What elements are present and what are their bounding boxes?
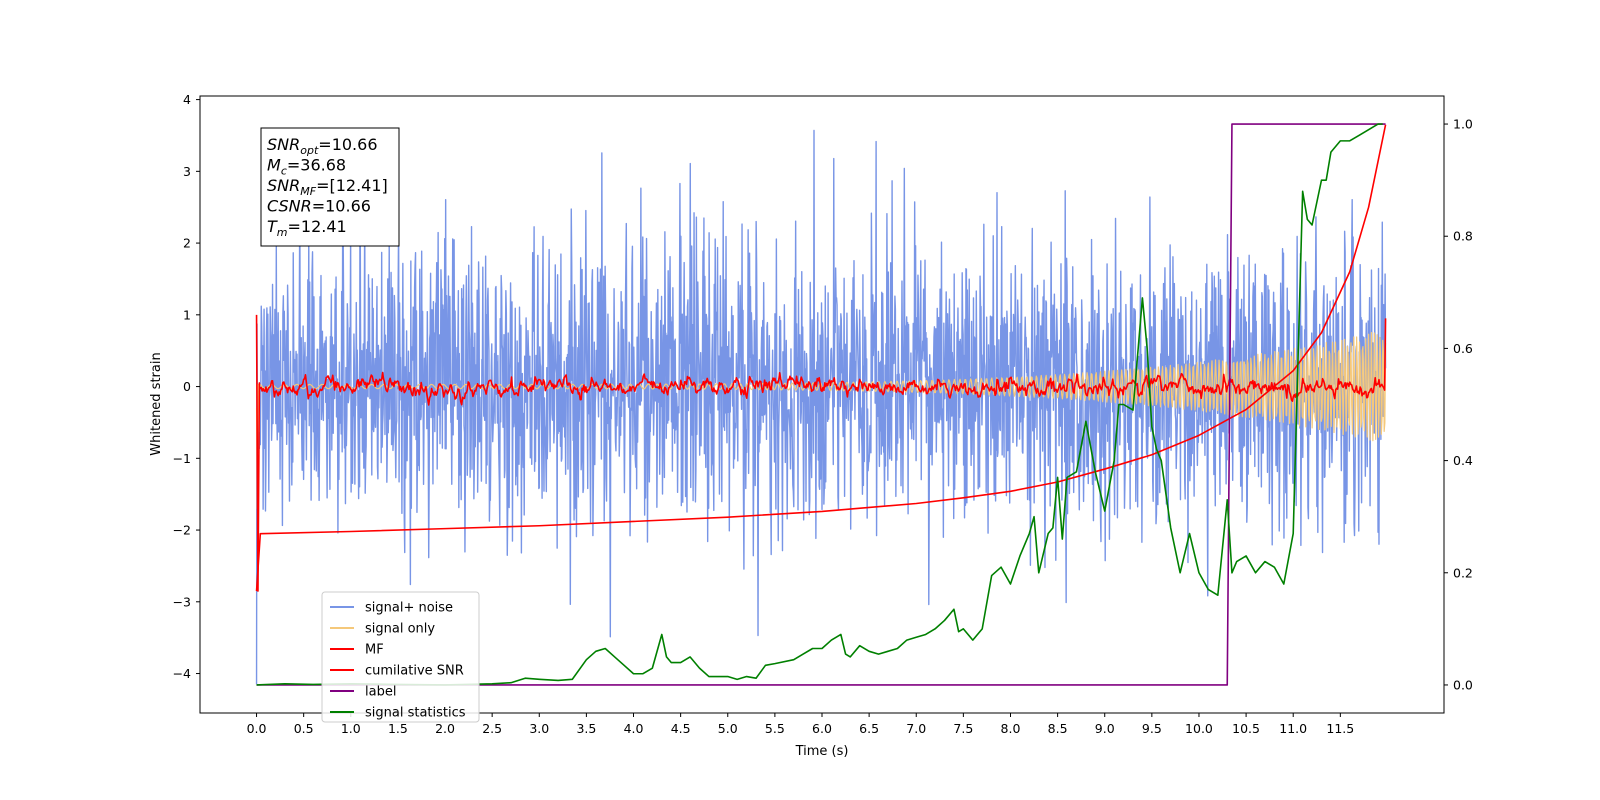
y-tick-label: −3: [173, 594, 191, 609]
legend-label: MF: [365, 643, 384, 658]
x-tick-label: 6.0: [812, 721, 832, 736]
y-tick-label: 0: [183, 379, 191, 394]
x-tick-label: 4.5: [671, 721, 691, 736]
legend-frame: [321, 591, 480, 723]
legend-label: cumilative SNR: [365, 664, 464, 679]
y-axis-right: 0.0 0.2 0.4 0.6 0.8 1.0: [1444, 117, 1473, 692]
x-tick-label: 7.5: [953, 721, 973, 736]
series-signal-statistics: [256, 123, 1383, 686]
x-tick-label: 8.5: [1048, 721, 1068, 736]
y2-tick-label: 0.0: [1453, 677, 1473, 692]
y2-tick-label: 0.2: [1453, 565, 1473, 580]
x-tick-label: 3.5: [576, 721, 596, 736]
y-tick-label: −4: [173, 666, 191, 681]
info-line: SNRMF=[12.41]: [267, 176, 388, 198]
y-tick-label: 3: [183, 164, 191, 179]
series-signal-only: [255, 331, 1387, 510]
y-tick-label: 2: [183, 236, 191, 251]
x-tick-label: 5.0: [718, 721, 738, 736]
x-tick-label: 9.0: [1095, 721, 1115, 736]
legend-label: label: [365, 685, 396, 700]
y2-tick-label: 1.0: [1453, 117, 1473, 132]
x-tick-label: 0.5: [294, 721, 314, 736]
x-tick-label: 10.5: [1232, 721, 1260, 736]
x-tick-label: 11.5: [1326, 721, 1354, 736]
x-tick-label: 5.5: [765, 721, 785, 736]
x-tick-label: 6.5: [859, 721, 879, 736]
x-tick-label: 4.0: [624, 721, 644, 736]
series-cumilative-snr: [255, 124, 1387, 592]
info-line: CSNR=10.66: [267, 197, 371, 216]
info-line: SNRopt=10.66: [267, 135, 378, 157]
legend-label: signal+ noise: [365, 601, 453, 616]
y-tick-label: 4: [183, 92, 191, 107]
y-tick-label: −2: [173, 523, 191, 538]
x-tick-label: 0.0: [247, 721, 267, 736]
x-tick-label: 1.5: [388, 721, 408, 736]
y-tick-label: −1: [173, 451, 191, 466]
x-tick-label: 1.0: [341, 721, 361, 736]
info-line: Mc=36.68: [267, 156, 346, 178]
y-axis-left: −4 −3 −2 −1 0 1 2 3 4: [173, 92, 200, 681]
series-signal-noise: [255, 129, 1387, 685]
legend: signal+ noise signal only MF cumilative SNR…: [321, 591, 480, 723]
series-mf: [255, 314, 1387, 592]
y-axis-label: Whitened strain: [149, 352, 164, 455]
info-box: SNRopt=10.66Mc=36.68SNRMF=[12.41]CSNR=10…: [260, 127, 400, 247]
x-axis-label: Time (s): [795, 744, 849, 759]
info-line: Tm=12.41: [267, 217, 347, 239]
x-tick-label: 7.0: [906, 721, 926, 736]
legend-label: signal statistics: [365, 706, 466, 721]
x-tick-label: 3.0: [529, 721, 549, 736]
series-label: [256, 123, 1386, 686]
x-tick-label: 11.0: [1279, 721, 1307, 736]
y-tick-label: 1: [183, 307, 191, 322]
info-box-frame: [260, 127, 400, 247]
x-tick-label: 2.0: [435, 721, 455, 736]
x-tick-label: 9.5: [1142, 721, 1162, 736]
legend-label: signal only: [365, 622, 435, 637]
y2-tick-label: 0.4: [1453, 453, 1473, 468]
series-layer: [255, 123, 1387, 686]
x-tick-label: 10.0: [1185, 721, 1213, 736]
x-tick-label: 2.5: [482, 721, 502, 736]
y2-tick-label: 0.6: [1453, 341, 1473, 356]
x-axis: 0.0 0.5 1.0 1.5 2.0 2.5 3.0 3.5 4.0 4.5 5.0 5.5 6.0 6…: [247, 713, 1354, 736]
x-tick-label: 8.0: [1001, 721, 1021, 736]
y2-tick-label: 0.8: [1453, 229, 1473, 244]
